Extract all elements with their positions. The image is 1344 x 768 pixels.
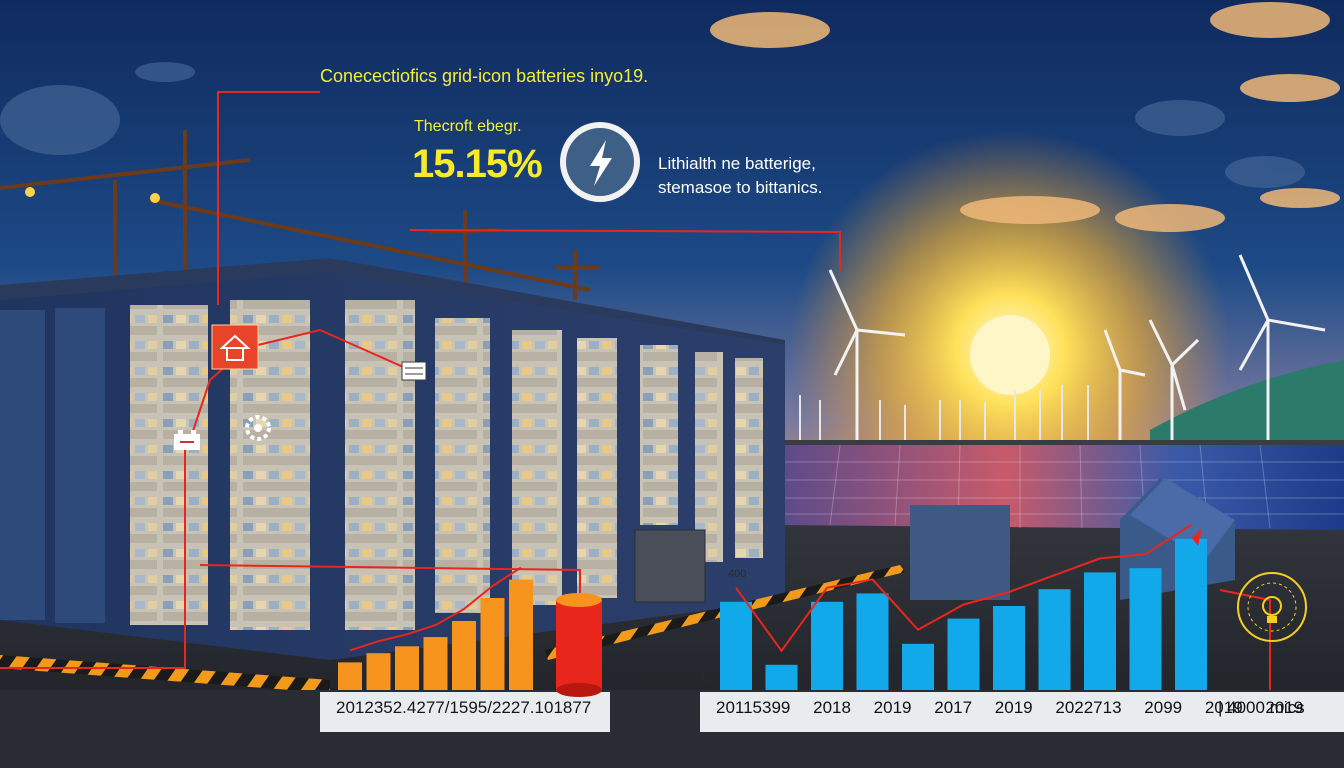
chart-bar — [1129, 568, 1162, 690]
connector-lines — [0, 91, 1271, 690]
chart-bar — [947, 618, 980, 690]
y-tick-label: 400 — [728, 568, 747, 580]
chart-bar — [366, 653, 391, 690]
x-tick-label: 2019 — [1265, 698, 1304, 717]
stat-label: Thecroft ebegr. — [414, 118, 522, 135]
y-tick-label: 40 — [700, 620, 713, 632]
y-tick-label: 10 — [700, 672, 713, 684]
solar-field — [780, 445, 1344, 530]
chart-bar — [811, 601, 843, 690]
cranes — [0, 130, 600, 300]
chart-bar — [1038, 589, 1071, 690]
sun — [970, 315, 1050, 395]
left-trend-line — [349, 566, 522, 652]
x-tick-label: 2019 — [873, 698, 912, 717]
trend-arrow-head — [1192, 528, 1202, 546]
chart-bar — [1175, 538, 1207, 690]
x-tick-label: 2019 — [1204, 698, 1243, 717]
chart-bar — [338, 662, 362, 690]
headline-text: Conecectiofics grid-icon batteries inyo1… — [320, 66, 649, 86]
chart-bar — [720, 601, 752, 690]
info-line-1: Lithialth ne batterige, — [658, 154, 816, 173]
chart-bar — [856, 593, 889, 690]
lightning-icon — [560, 122, 640, 202]
chart-bar — [480, 598, 505, 690]
right-chart-x-labels: 20115399 2018 2019 2017 2019 2022713 209… — [716, 698, 1321, 718]
stat-value: 15.15% — [412, 142, 543, 186]
chart-bar — [423, 637, 448, 690]
info-text: Lithialth ne batterige, stemasoe to bitt… — [658, 152, 822, 200]
chart-bar — [1084, 572, 1116, 690]
chart-bar — [395, 646, 419, 690]
y-tick-label: 35 — [700, 646, 713, 658]
gear-icon — [245, 415, 271, 441]
x-tick-label: 2099 — [1144, 698, 1183, 717]
right-bar-chart — [720, 538, 1207, 690]
right-trend-line — [735, 523, 1192, 653]
chart-bar — [902, 643, 934, 690]
x-tick-label: 2018 — [813, 698, 851, 717]
left-bar-chart — [338, 579, 533, 690]
battery-icon — [174, 430, 200, 450]
x-tick-label: 2017 — [934, 698, 973, 717]
left-chart-axis-label: 2012352.4277/1595/2227.101877 — [336, 698, 592, 717]
total-label: | 4000 mics — [1218, 698, 1305, 717]
server-icon — [401, 361, 427, 381]
x-tick-label: 2019 — [994, 698, 1033, 717]
x-tick-label: 2022713 — [1055, 698, 1122, 717]
battery-racks — [130, 300, 763, 630]
home-icon — [211, 324, 259, 370]
bulb-icon — [1237, 572, 1307, 642]
x-tick-label: 20115399 — [716, 698, 791, 717]
wind-turbines — [828, 254, 1326, 445]
chart-bar — [993, 606, 1025, 690]
battery-cylinder — [556, 593, 602, 697]
chart-bar — [452, 621, 476, 690]
chart-bar — [765, 664, 798, 690]
info-line-2: stemasoe to bittanics. — [658, 178, 823, 197]
chart-bar — [509, 579, 533, 690]
